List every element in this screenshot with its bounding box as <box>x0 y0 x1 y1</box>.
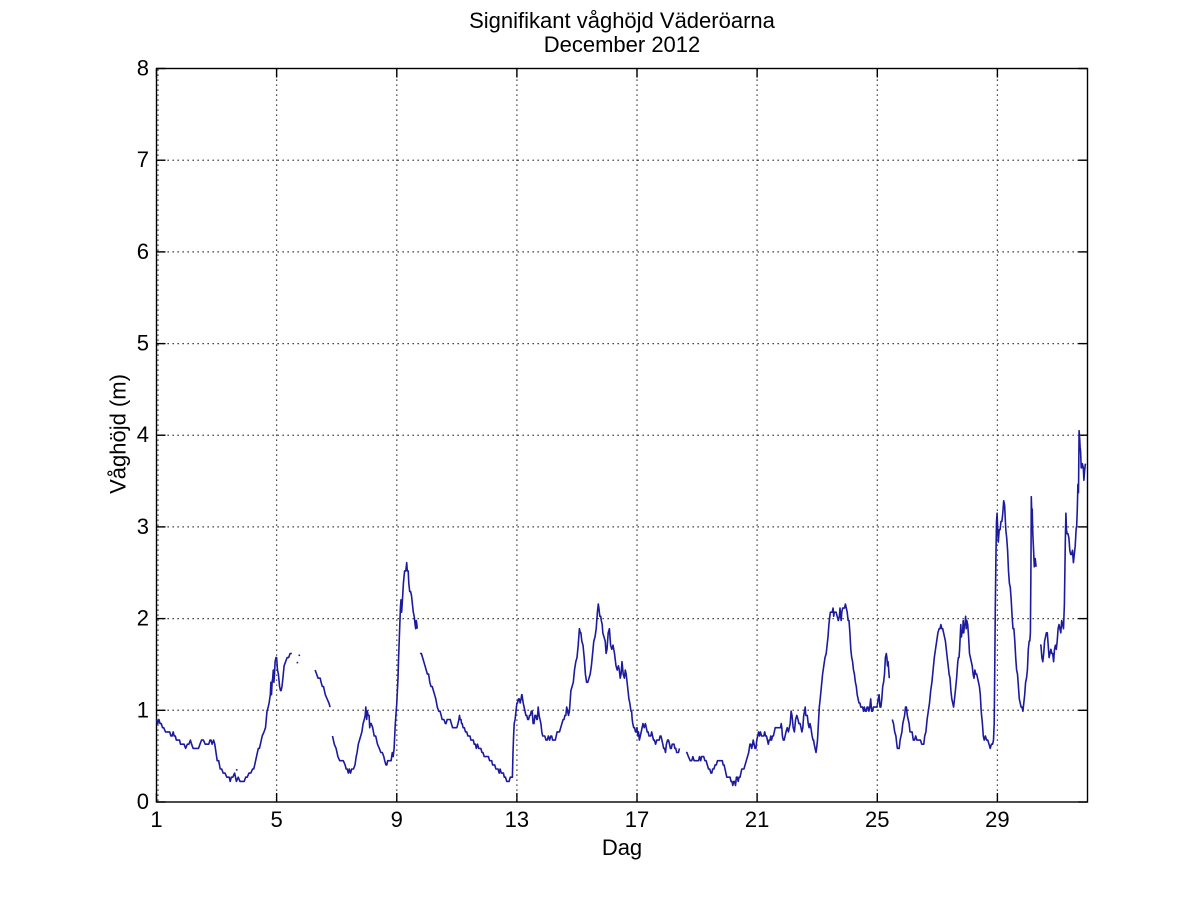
svg-text:13: 13 <box>505 807 529 832</box>
svg-text:25: 25 <box>865 807 889 832</box>
svg-text:5: 5 <box>137 331 149 356</box>
svg-text:5: 5 <box>270 807 282 832</box>
svg-text:21: 21 <box>745 807 769 832</box>
svg-text:2: 2 <box>137 606 149 631</box>
svg-text:Våghöjd (m): Våghöjd (m) <box>106 374 131 494</box>
svg-text:6: 6 <box>137 239 149 264</box>
svg-text:December 2012: December 2012 <box>544 32 701 57</box>
svg-text:0: 0 <box>137 789 149 814</box>
svg-text:9: 9 <box>391 807 403 832</box>
svg-text:Dag: Dag <box>602 835 642 860</box>
svg-text:1: 1 <box>150 807 162 832</box>
svg-text:29: 29 <box>985 807 1009 832</box>
svg-text:3: 3 <box>137 514 149 539</box>
svg-text:1: 1 <box>137 697 149 722</box>
svg-text:8: 8 <box>137 56 149 81</box>
svg-text:7: 7 <box>137 147 149 172</box>
svg-text:4: 4 <box>137 422 149 447</box>
svg-text:17: 17 <box>625 807 649 832</box>
svg-text:Signifikant våghöjd Väderöarna: Signifikant våghöjd Väderöarna <box>469 8 776 33</box>
